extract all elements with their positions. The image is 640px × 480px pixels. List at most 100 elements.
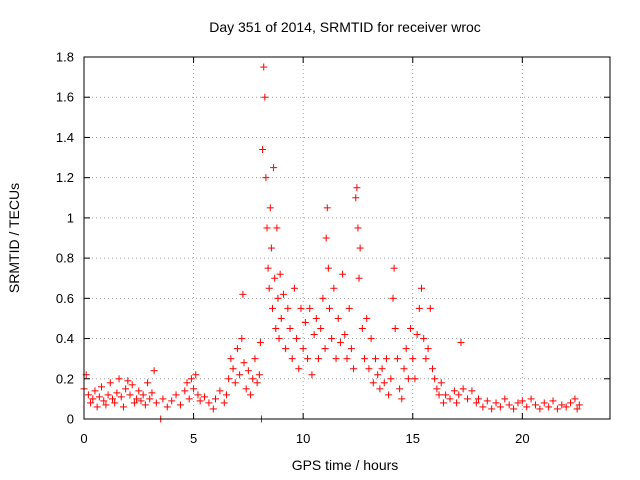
data-point [251, 355, 259, 363]
data-point [113, 389, 121, 397]
data-point [492, 399, 500, 407]
x-tick-label: 5 [190, 431, 197, 446]
data-point [374, 371, 382, 379]
data-point [261, 93, 269, 101]
data-point [247, 391, 255, 399]
data-point [262, 174, 270, 182]
data-point [290, 284, 298, 292]
data-point [352, 194, 360, 202]
data-point [249, 375, 257, 383]
data-point [236, 371, 244, 379]
plot-frame [83, 56, 611, 420]
data-point [260, 63, 268, 71]
data-point [227, 355, 235, 363]
data-point [126, 391, 134, 399]
data-point [106, 379, 114, 387]
data-point [146, 395, 154, 403]
data-point [334, 314, 342, 322]
data-point [355, 274, 363, 282]
data-point [518, 397, 526, 405]
data-point [315, 355, 323, 363]
data-point [435, 391, 443, 399]
data-point [411, 375, 419, 383]
data-point [322, 234, 330, 242]
data-point [141, 401, 149, 409]
y-tick-label: 1.2 [56, 170, 74, 185]
data-point [253, 379, 261, 387]
data-point [531, 401, 539, 409]
data-point [361, 355, 369, 363]
chart-title: Day 351 of 2014, SRMTID for receiver wro… [209, 19, 481, 35]
data-point [148, 389, 156, 397]
data-point [475, 395, 482, 403]
data-point [347, 345, 355, 353]
data-point [205, 399, 213, 407]
data-point [172, 391, 180, 399]
data-point [271, 274, 279, 282]
data-point [293, 335, 301, 343]
data-point [229, 365, 237, 373]
y-tick-labels: 0 0.2 0.4 0.6 0.8 1 1.2 1.4 1.6 1.8 [56, 50, 74, 427]
data-point [317, 325, 325, 332]
data-point [488, 405, 496, 413]
data-point [496, 403, 504, 411]
data-point [187, 375, 195, 383]
data-point [345, 304, 353, 312]
data-point [220, 399, 228, 407]
data-point [332, 355, 340, 363]
data-point [297, 304, 305, 312]
data-point [409, 355, 417, 363]
data-point [222, 391, 230, 399]
data-point [267, 244, 275, 252]
data-point [277, 314, 285, 322]
data-point [159, 395, 167, 403]
x-tick-label: 15 [406, 431, 420, 446]
data-point [310, 331, 318, 339]
data-point [336, 339, 344, 347]
data-point [573, 405, 581, 413]
data-point [115, 375, 123, 383]
x-axis-title: GPS time / hours [292, 457, 399, 473]
data-point [231, 379, 239, 387]
data-point [130, 399, 138, 407]
data-point [216, 387, 224, 395]
data-point [272, 325, 280, 332]
data-point [527, 395, 535, 403]
data-point [319, 294, 327, 302]
data-point [343, 355, 351, 363]
data-point [453, 399, 461, 407]
data-point [404, 375, 412, 383]
data-point [240, 359, 248, 367]
data-point [242, 385, 250, 393]
data-point [358, 325, 366, 332]
data-point [84, 391, 92, 399]
data-point [407, 325, 415, 332]
data-point [306, 304, 314, 312]
data-point [91, 387, 99, 395]
data-point [424, 345, 432, 353]
data-point [415, 304, 423, 312]
data-point [117, 393, 125, 401]
data-point [558, 401, 566, 409]
data-point [393, 355, 401, 363]
data-point [275, 335, 283, 343]
data-point [472, 399, 480, 407]
data-point [95, 393, 103, 401]
data-point [505, 401, 513, 409]
y-tick-label: 1 [67, 210, 74, 225]
y-tick-label: 0.6 [56, 291, 74, 306]
data-point [264, 264, 272, 272]
data-point [382, 355, 390, 363]
data-point [308, 371, 316, 379]
data-point [501, 395, 509, 403]
data-point [420, 335, 428, 343]
data-point [119, 403, 127, 411]
data-points [80, 63, 583, 423]
data-point [102, 401, 110, 409]
data-point [413, 331, 421, 339]
data-point [268, 304, 276, 312]
data-point [266, 204, 274, 212]
x-tick-label: 20 [515, 431, 529, 446]
data-point [371, 355, 379, 363]
